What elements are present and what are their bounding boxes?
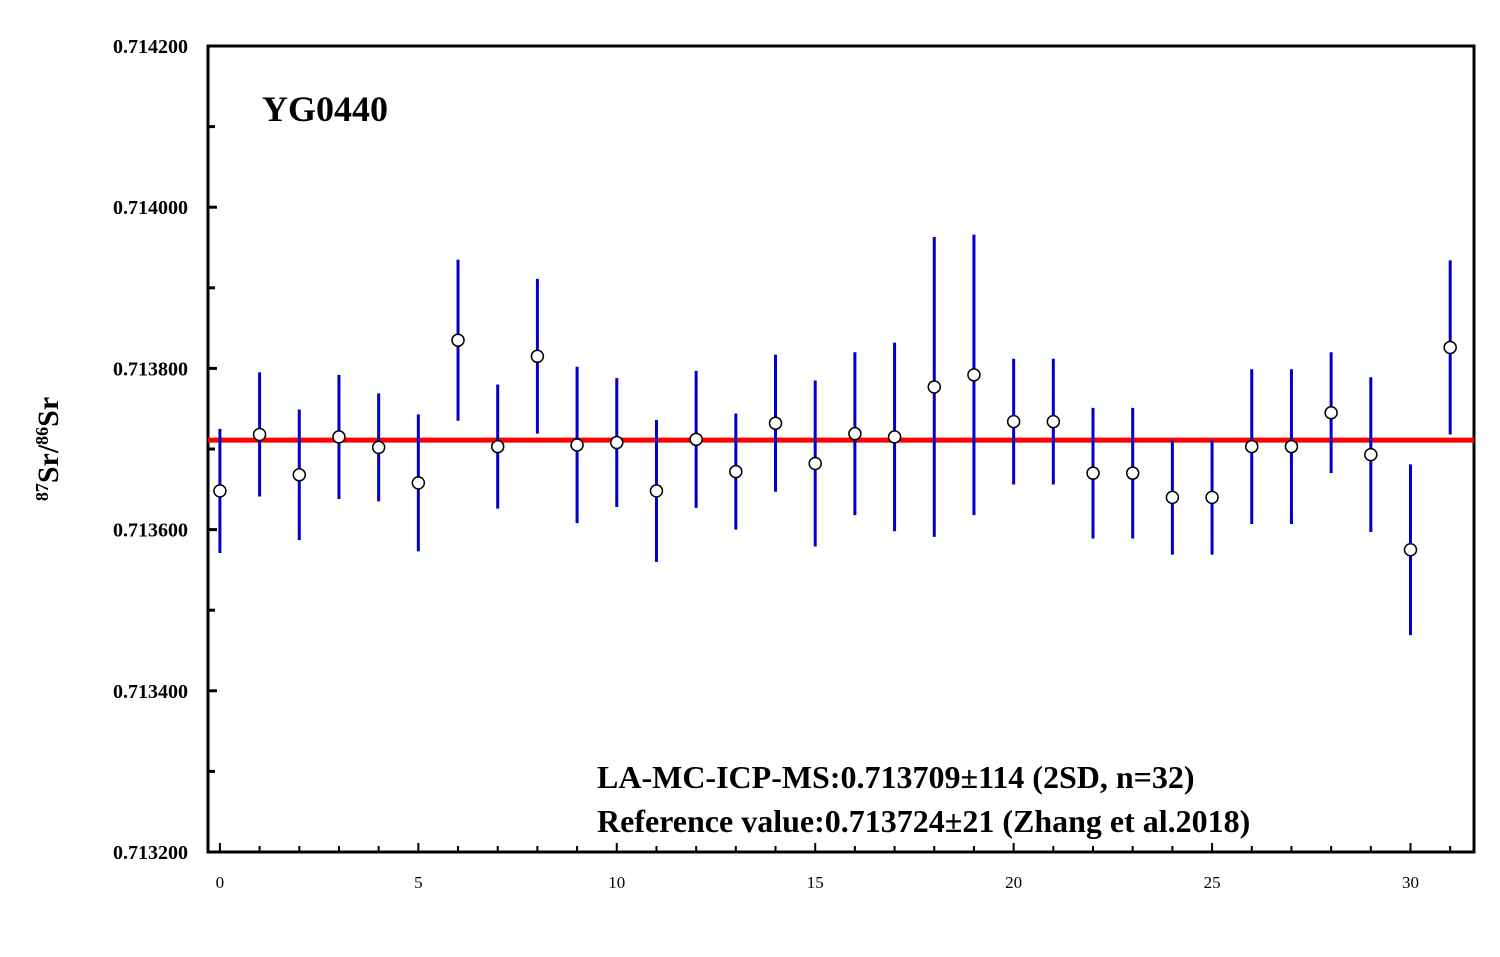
x-tick-label: 0 <box>216 873 225 892</box>
x-tick-label: 20 <box>1005 873 1022 892</box>
y-axis-label-main2: Sr <box>32 397 65 427</box>
x-tick-label: 5 <box>414 873 423 892</box>
data-points <box>213 234 1457 636</box>
data-point <box>649 484 664 498</box>
y-axis-label-sup1: 87 <box>32 483 52 501</box>
y-tick-label: 0.714200 <box>113 36 188 58</box>
data-point <box>1165 490 1180 505</box>
y-tick-label: 0.713400 <box>113 681 188 703</box>
data-point <box>252 427 267 442</box>
data-point <box>292 468 307 482</box>
data-point <box>451 333 465 347</box>
annotation-reference: Reference value:0.713724±21 (Zhang et al… <box>597 803 1250 839</box>
x-axis-ticks: 0 5 10 15 20 25 30 <box>216 843 1452 892</box>
annotation-measured: LA-MC-ICP-MS:0.713709±114 (2SD, n=32) <box>597 759 1195 795</box>
y-axis-label: 87Sr/86Sr <box>32 397 65 501</box>
data-point <box>371 440 386 455</box>
data-point <box>1324 405 1338 420</box>
data-point <box>1125 466 1140 480</box>
chart-title: YG0440 <box>262 89 388 129</box>
data-point <box>729 464 743 479</box>
data-point <box>1364 447 1378 462</box>
y-tick-label: 0.714000 <box>113 197 188 219</box>
data-point <box>848 426 862 441</box>
data-point <box>1205 490 1219 505</box>
data-point <box>1086 466 1100 480</box>
x-tick-label: 10 <box>608 873 625 892</box>
y-tick-label: 0.713800 <box>113 358 188 380</box>
y-axis-label-sup2: 86 <box>32 427 52 445</box>
data-point <box>887 430 902 444</box>
data-point <box>213 484 227 498</box>
data-point <box>610 435 624 450</box>
y-axis-ticks: 0.713200 0.713400 0.713600 0.713800 0.714000… <box>113 36 217 864</box>
data-point <box>768 416 783 430</box>
x-tick-label: 15 <box>807 873 824 892</box>
x-tick-label: 25 <box>1204 873 1221 892</box>
data-point <box>689 432 703 447</box>
data-point <box>808 456 822 471</box>
y-axis-label-main1: Sr/ <box>32 444 65 483</box>
data-point <box>1284 439 1299 454</box>
data-point <box>411 476 426 490</box>
data-point <box>530 349 545 364</box>
y-tick-label: 0.713600 <box>113 520 188 542</box>
data-point <box>490 439 505 454</box>
data-point <box>570 438 584 452</box>
x-tick-label: 30 <box>1402 873 1419 892</box>
data-point <box>332 430 346 444</box>
data-point <box>927 380 942 394</box>
data-point <box>1403 543 1418 557</box>
data-point <box>1245 439 1259 454</box>
y-tick-label: 0.713200 <box>113 842 188 864</box>
data-point <box>967 368 981 382</box>
plot-frame <box>206 44 1476 854</box>
data-point <box>1006 414 1021 429</box>
data-point <box>1046 414 1061 429</box>
data-point <box>1443 340 1457 355</box>
